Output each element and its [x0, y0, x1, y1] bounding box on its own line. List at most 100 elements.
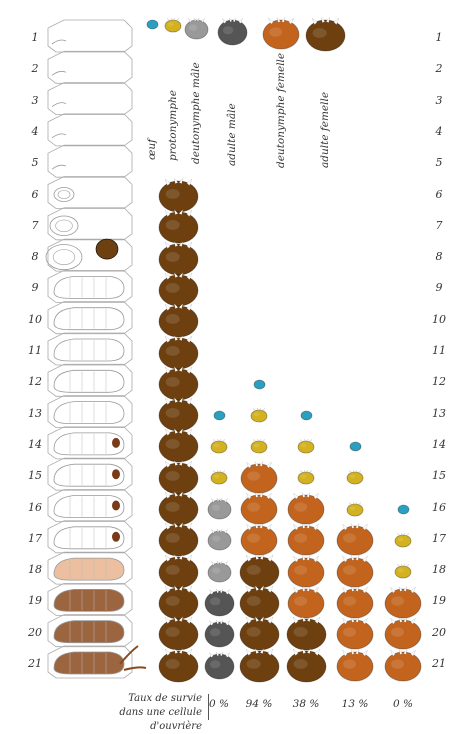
day-number-right: 10	[432, 312, 446, 326]
day-number-left: 8	[31, 250, 39, 264]
legend-label: adulte femelle	[319, 92, 331, 169]
mite-daughter1	[250, 438, 268, 454]
mite-daughter4	[384, 648, 422, 681]
day-number-right: 1	[435, 31, 443, 44]
larva-shape	[52, 249, 76, 266]
brood-cell-outline	[47, 332, 133, 366]
pupa-eye	[112, 531, 120, 542]
day-number-right: 8	[435, 250, 443, 264]
mite-daughter3	[346, 501, 364, 516]
pupa-shape	[53, 338, 125, 362]
brood-cell-outline	[47, 645, 133, 679]
larva-shape	[51, 70, 67, 76]
mite-daughter3	[336, 617, 374, 650]
mite-founder	[158, 240, 198, 275]
adult-female-icon	[305, 16, 345, 52]
mite-daughter1	[253, 379, 265, 390]
day-number-left: 3	[31, 93, 39, 107]
mite-son	[207, 560, 231, 582]
day-number-left: 13	[28, 406, 42, 420]
larva-shape	[51, 164, 67, 170]
survival-rate: 94 %	[245, 698, 273, 710]
mite-founder	[158, 553, 198, 588]
mite-daughter1	[240, 523, 278, 556]
legend-label: deutonymphe mâle	[190, 61, 202, 164]
mite-daughter3	[336, 585, 374, 619]
mite-daughter2	[287, 492, 325, 525]
mite-founder	[158, 616, 198, 651]
day-number-right: 19	[432, 594, 446, 608]
brood-cell-outline	[47, 207, 133, 241]
mite-daughter1	[240, 492, 278, 525]
day-number-left: 5	[31, 156, 39, 170]
day-number-left: 12	[28, 375, 42, 389]
mite-daughter1	[239, 647, 279, 682]
brood-cell-outline	[47, 50, 133, 84]
mite-daughter2	[287, 554, 325, 587]
mite-son	[210, 438, 228, 454]
pupa-shape	[53, 495, 125, 518]
day-number-right: 11	[432, 344, 446, 357]
mite-founder	[158, 459, 198, 495]
pupa-shape	[53, 620, 125, 644]
day-number-left: 10	[28, 312, 42, 326]
survival-rate: 13 %	[341, 698, 369, 710]
mite-son	[210, 469, 228, 485]
mite-daughter1	[239, 584, 279, 620]
mite-founder	[158, 334, 198, 369]
brood-cell-outline	[47, 426, 133, 460]
brood-cell-outline	[47, 270, 133, 303]
legend-label: œuf	[146, 138, 158, 160]
mite-daughter2	[286, 647, 326, 682]
larva-shape	[57, 189, 71, 200]
larva-shape	[45, 244, 83, 271]
pupa-shape	[53, 526, 125, 550]
day-number-right: 2	[435, 62, 443, 76]
pupa-shape	[53, 369, 125, 393]
mite-daughter4	[384, 617, 422, 650]
mite-founder	[158, 584, 198, 620]
pupa-shape	[53, 463, 125, 487]
brood-cell-outline	[47, 614, 133, 648]
egg-icon	[146, 19, 158, 30]
mite-son	[207, 528, 231, 551]
brood-cell-outline	[47, 520, 133, 554]
mite-daughter4	[384, 585, 422, 619]
pupa-shape	[53, 432, 125, 456]
mite-daughter4	[394, 532, 412, 548]
day-number-right: 20	[432, 625, 446, 639]
founder-mite-entering	[95, 238, 119, 260]
day-number-right: 3	[435, 93, 443, 107]
pupa-shape	[53, 307, 125, 331]
legend-label: protonymphe	[167, 89, 179, 161]
survival-caption-line1: Taux de survie	[128, 693, 202, 704]
brood-cell-outline	[47, 363, 133, 397]
brood-cell-outline	[47, 82, 133, 115]
brood-cell-outline	[47, 457, 133, 491]
day-number-left: 16	[28, 500, 42, 514]
mite-son	[204, 619, 234, 648]
mite-daughter1	[240, 460, 278, 494]
mite-daughter2	[300, 410, 312, 421]
brood-cell-outline	[47, 176, 133, 209]
day-number-left: 20	[28, 625, 42, 639]
deutonymph-female-icon	[262, 17, 300, 50]
day-number-left: 21	[28, 657, 42, 670]
mite-daughter1	[239, 616, 279, 651]
mite-son	[213, 410, 225, 421]
mite-daughter2	[297, 438, 315, 454]
pupa-eye	[112, 469, 120, 480]
deutonymph-male-icon	[184, 17, 208, 40]
brood-cell-outline	[47, 551, 133, 585]
mite-founder	[158, 396, 198, 432]
day-number-right: 5	[435, 156, 443, 170]
day-number-right: 15	[432, 469, 446, 483]
mite-daughter3	[349, 441, 361, 452]
survival-rate: 38 %	[292, 698, 320, 710]
pupa-eye	[112, 437, 120, 448]
mite-founder	[158, 522, 198, 557]
day-number-right: 18	[432, 563, 446, 577]
day-number-left: 4	[31, 124, 39, 138]
brood-cell-outline	[47, 19, 133, 53]
larva-shape	[51, 133, 67, 139]
